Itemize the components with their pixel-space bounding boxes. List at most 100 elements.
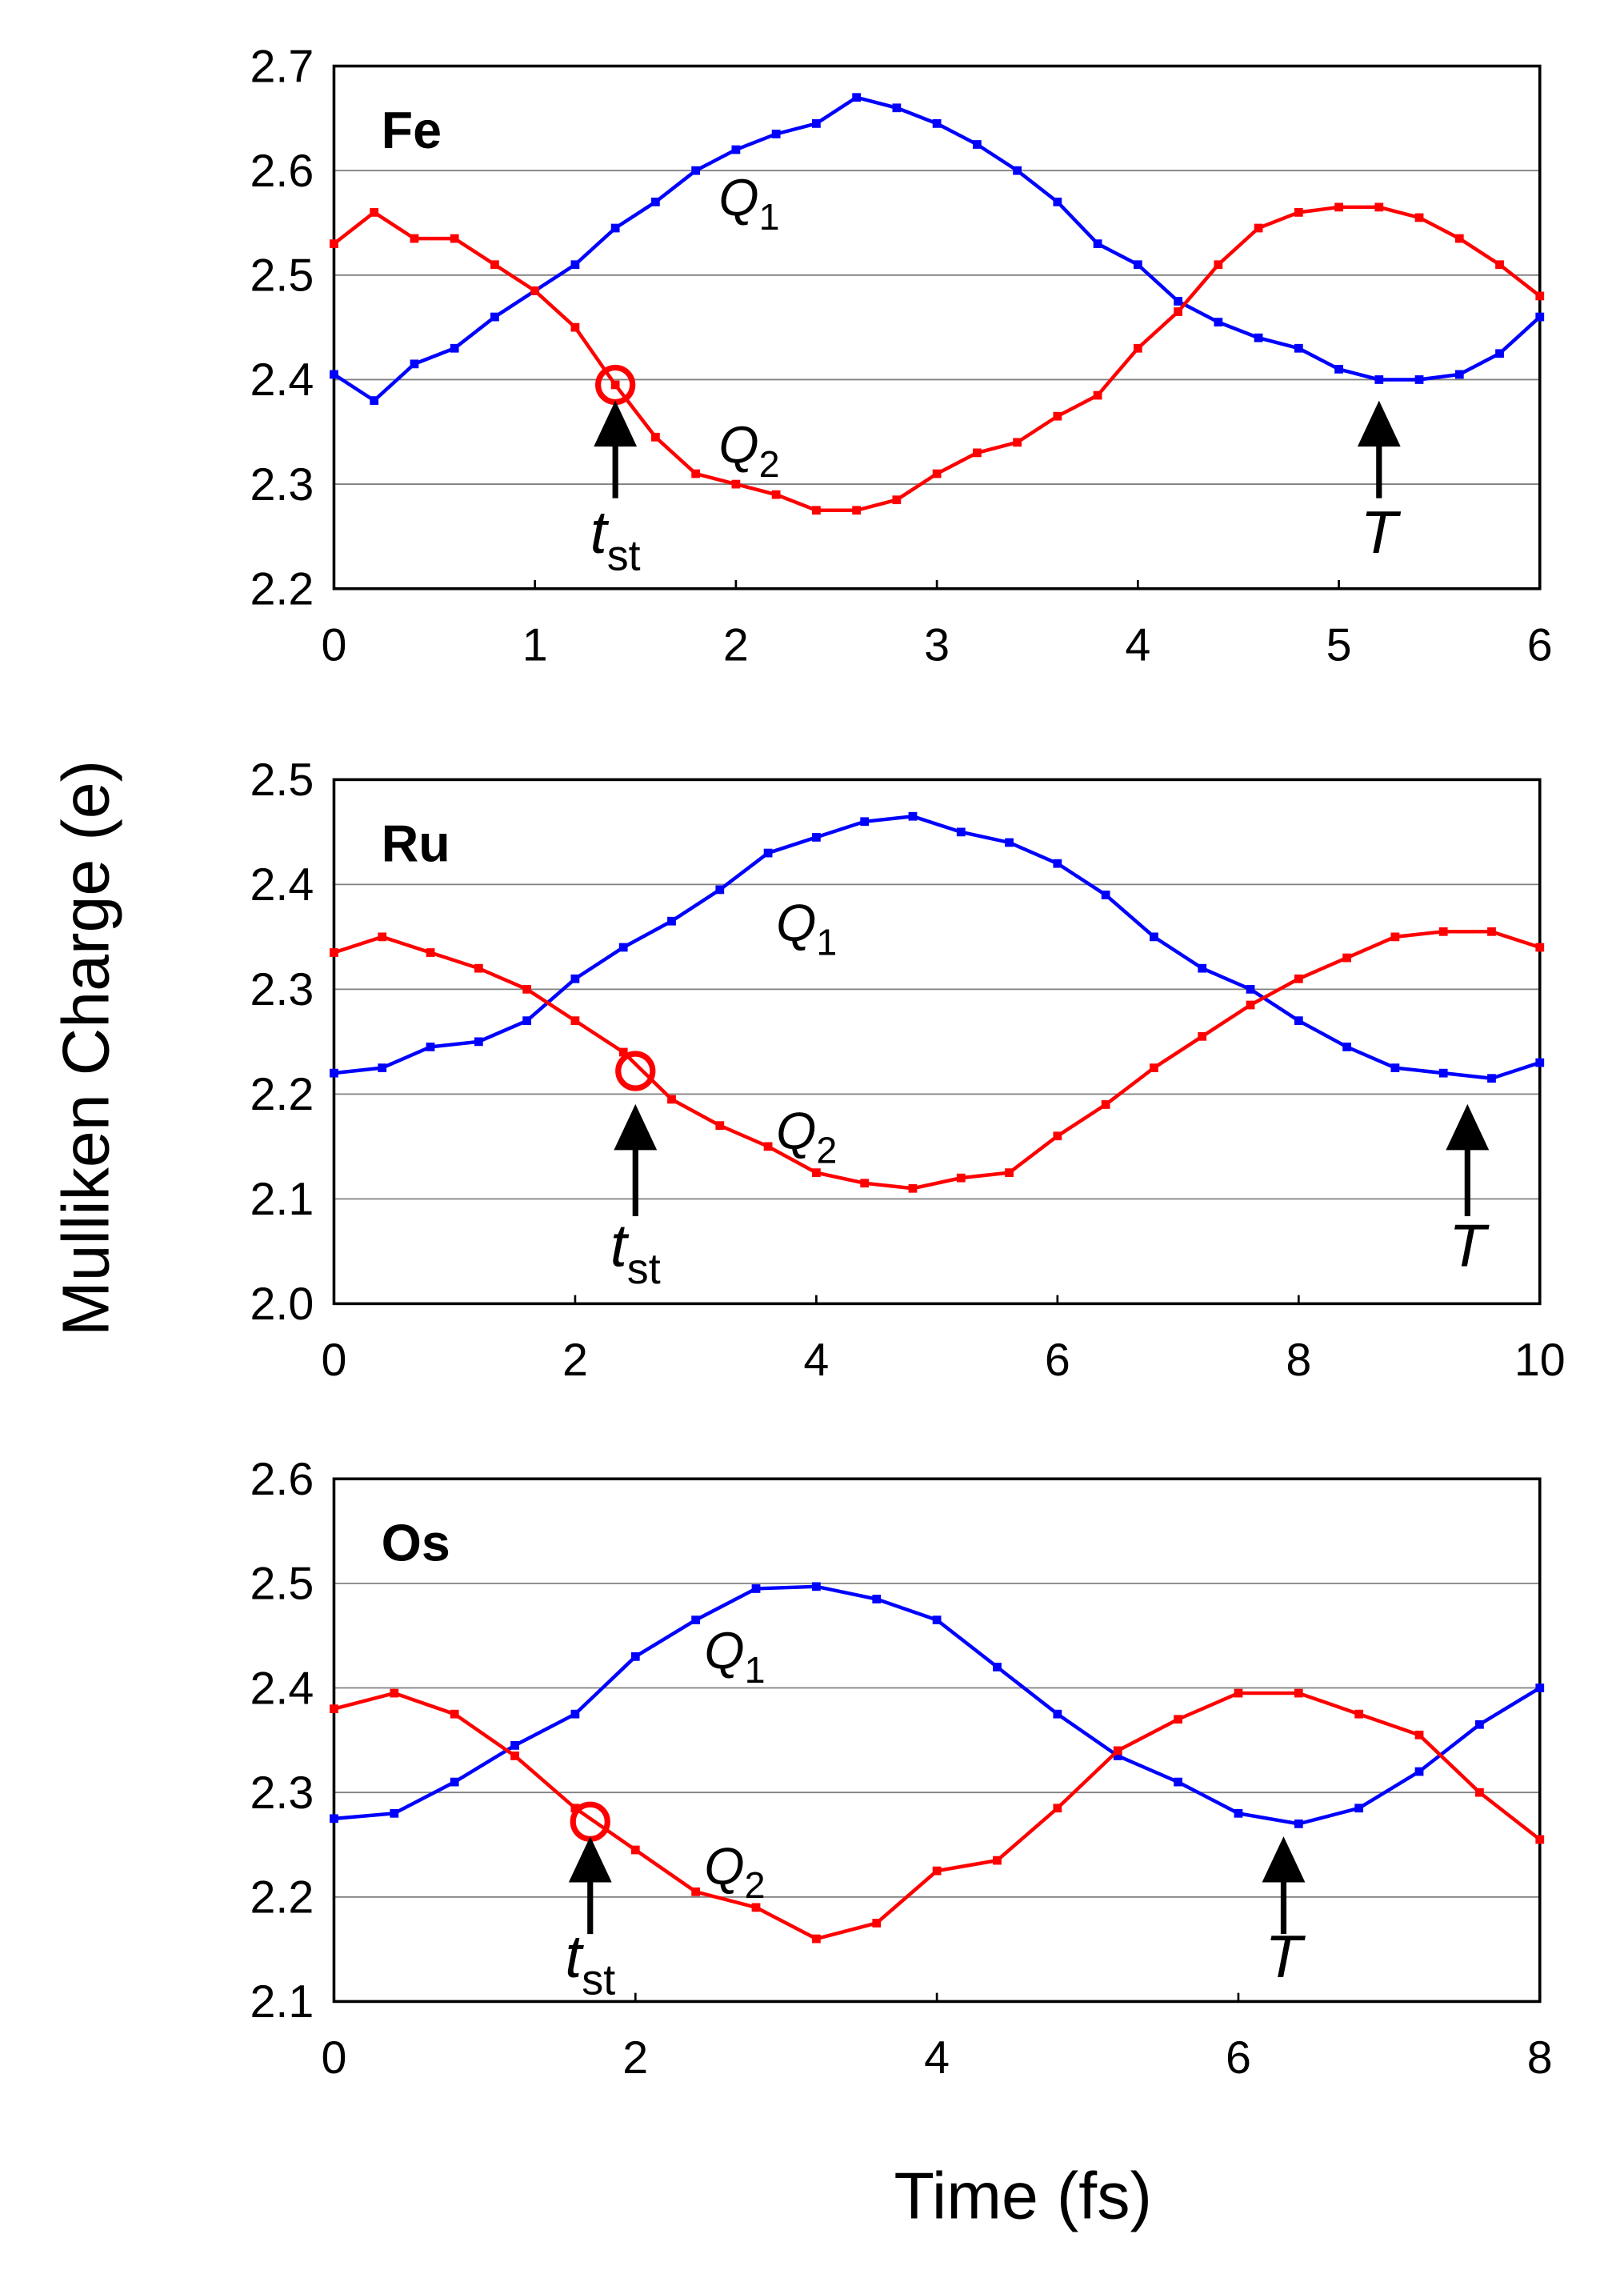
point — [651, 197, 660, 206]
y-tick-label: 2.0 — [250, 1279, 314, 1330]
x-tick-label: 2 — [562, 1335, 588, 1386]
annotation-text: t — [590, 498, 610, 566]
point — [1438, 1068, 1448, 1078]
point — [1093, 239, 1102, 249]
point — [522, 984, 532, 994]
point — [956, 827, 966, 837]
point — [530, 286, 540, 295]
point — [1254, 333, 1263, 342]
point — [1535, 1683, 1545, 1692]
annotation-text: T — [1361, 498, 1402, 566]
x-tick-label: 4 — [924, 2032, 950, 2084]
point — [956, 1173, 966, 1183]
point — [370, 396, 379, 405]
x-tick-label: 2 — [622, 2032, 648, 2084]
point — [812, 1168, 821, 1177]
point — [751, 1584, 761, 1593]
point — [932, 1615, 942, 1625]
x-tick-label: 8 — [1527, 2032, 1553, 2084]
point — [1342, 953, 1351, 963]
point — [1053, 411, 1062, 421]
y-tick-label: 2.5 — [250, 1559, 314, 1610]
point — [1454, 234, 1464, 243]
point — [1214, 318, 1223, 326]
x-tick-label: 0 — [321, 1335, 346, 1386]
x-tick-label: 6 — [1226, 2032, 1251, 2084]
point — [330, 1814, 338, 1824]
plot-frame — [332, 64, 1542, 591]
point — [370, 208, 379, 217]
panel-label: Ru — [382, 815, 450, 873]
point — [812, 506, 821, 515]
point — [812, 833, 821, 842]
arrow-head — [1357, 400, 1401, 447]
point — [852, 506, 862, 515]
y-tick-label: 2.6 — [250, 1454, 314, 1505]
series-line — [333, 930, 1541, 1191]
annotation-subscript: st — [607, 531, 641, 579]
point — [1294, 1016, 1303, 1026]
series-subscript: 1 — [745, 1649, 766, 1691]
y-axis-title: Mulliken Charge (e) — [50, 760, 123, 1336]
arrow-head — [594, 400, 638, 447]
point — [1053, 859, 1062, 868]
point — [570, 260, 580, 270]
point — [993, 1663, 1002, 1671]
point — [1294, 1688, 1303, 1698]
annotation-label: tst — [590, 498, 641, 580]
point — [1535, 312, 1545, 322]
series-subscript: 1 — [759, 196, 780, 238]
point — [426, 948, 435, 957]
y-tick-label: 2.1 — [250, 1174, 314, 1225]
point — [691, 1615, 701, 1625]
series-subscript: 2 — [745, 1864, 766, 1906]
point — [1174, 307, 1182, 316]
series-label: Q1 — [718, 169, 779, 238]
point — [812, 1934, 821, 1944]
annotation-label: T — [1449, 1212, 1490, 1279]
point — [932, 469, 942, 478]
series-line — [333, 95, 1542, 403]
point — [932, 1866, 942, 1876]
arrow-head — [1262, 1836, 1306, 1883]
point — [378, 932, 387, 942]
x-tick-label: 8 — [1286, 1335, 1311, 1386]
x-axis-title: Time (fs) — [894, 2159, 1152, 2232]
series-name: Q — [776, 1103, 816, 1160]
series-name: Q — [776, 894, 816, 951]
arrow-head — [1446, 1103, 1490, 1151]
x-tick-label: 6 — [1527, 619, 1553, 671]
point — [570, 974, 580, 983]
point — [812, 119, 821, 128]
point — [1294, 343, 1303, 353]
x-tick-label: 0 — [321, 619, 346, 671]
series-line — [333, 205, 1542, 512]
point — [1174, 1777, 1182, 1787]
point — [731, 145, 741, 154]
y-tick-label: 2.5 — [250, 250, 314, 302]
point — [1150, 932, 1158, 942]
point — [1294, 208, 1303, 217]
annotation-label: T — [1361, 498, 1402, 566]
series-label: Q2 — [704, 1837, 765, 1906]
point — [1214, 260, 1223, 270]
series-label: Q1 — [776, 894, 837, 963]
y-tick-label: 2.2 — [250, 1872, 314, 1924]
point — [450, 343, 459, 353]
x-tick-label: 6 — [1045, 1335, 1070, 1386]
y-tick-label: 2.1 — [250, 1976, 314, 2028]
point — [1414, 1767, 1424, 1776]
annotation-subscript: st — [627, 1245, 661, 1293]
series-line — [334, 814, 1541, 1080]
point — [1487, 1074, 1496, 1083]
point — [570, 1016, 580, 1026]
point — [450, 1777, 459, 1787]
point — [1414, 213, 1424, 222]
x-tick-label: 1 — [522, 619, 548, 671]
annotation-label: tst — [610, 1212, 661, 1294]
x-tick-label: 5 — [1326, 619, 1352, 671]
point — [1495, 349, 1504, 358]
series-name: Q — [718, 416, 758, 474]
y-tick-label: 2.4 — [250, 1663, 314, 1714]
point — [1438, 927, 1448, 936]
